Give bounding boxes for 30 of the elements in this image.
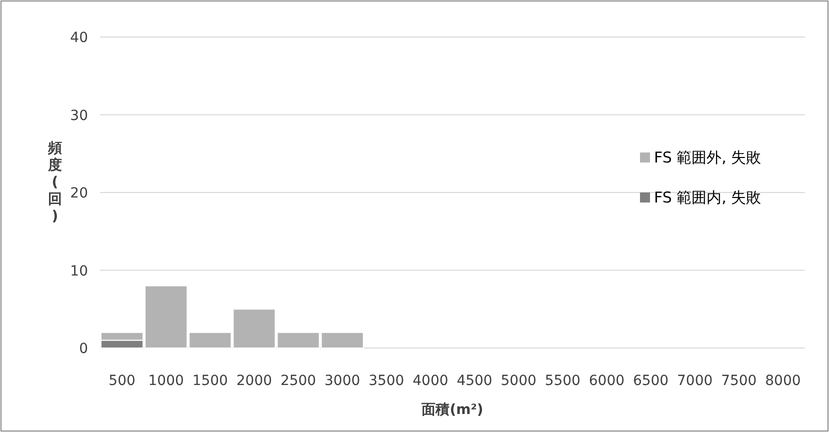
bar bbox=[320, 332, 364, 348]
y-tick-label: 10 bbox=[70, 263, 88, 280]
bar bbox=[232, 308, 276, 348]
x-tick-label: 1500 bbox=[192, 373, 228, 389]
x-tick-label: 2000 bbox=[236, 373, 272, 389]
x-tick-label: 6000 bbox=[588, 373, 625, 389]
bar bbox=[276, 332, 320, 348]
x-tick-label: 4500 bbox=[456, 373, 492, 389]
legend-label: FS 範囲内, 失敗 bbox=[654, 188, 762, 206]
y-tick-label: 40 bbox=[70, 30, 88, 46]
x-axis-title: 面積(m²) bbox=[420, 402, 484, 418]
bar bbox=[188, 332, 232, 348]
y-tick-label: 20 bbox=[70, 186, 88, 202]
x-tick-label: 500 bbox=[108, 373, 136, 389]
x-tick-label: 6500 bbox=[632, 373, 669, 389]
x-tick-label: 5000 bbox=[500, 373, 536, 389]
x-tick-label: 7000 bbox=[677, 373, 713, 389]
y-tick-label: 30 bbox=[70, 108, 88, 124]
x-tick-label: 8000 bbox=[765, 373, 801, 389]
bar bbox=[144, 285, 188, 348]
x-tick-label: 2500 bbox=[280, 373, 316, 389]
legend-label: FS 範囲外, 失敗 bbox=[654, 148, 762, 166]
x-tick-label: 3500 bbox=[368, 373, 404, 389]
x-tick-label: 3000 bbox=[324, 373, 360, 389]
x-tick-label: 1000 bbox=[148, 373, 184, 389]
y-axis-title: 頻度(回) bbox=[47, 140, 62, 224]
x-tick-label: 5500 bbox=[544, 373, 580, 389]
x-tick-label: 4000 bbox=[412, 373, 448, 389]
x-tick-label: 7500 bbox=[721, 373, 757, 389]
y-tick-label: 0 bbox=[79, 341, 88, 357]
